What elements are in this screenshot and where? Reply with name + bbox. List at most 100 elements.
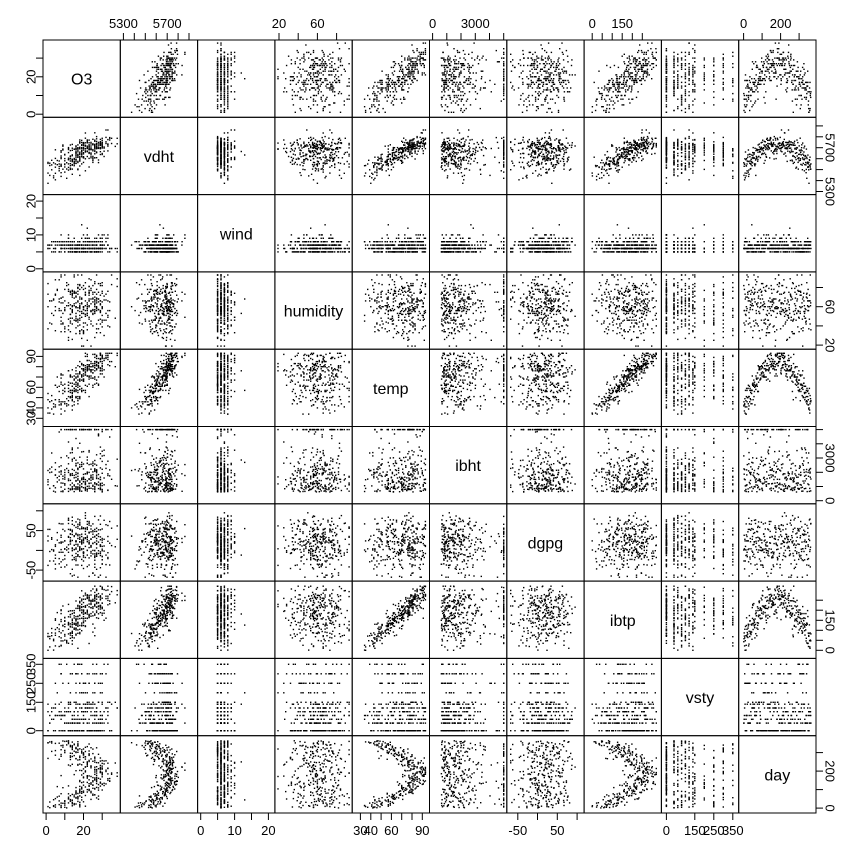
data-point-vdht-vs-o3 [81, 152, 83, 154]
data-point-o3-vs-ibht [444, 61, 446, 63]
data-point-vdht-vs-ibht [449, 152, 451, 155]
data-point-o3-vs-vdht [158, 87, 160, 89]
data-point-o3-vs-vsty [677, 53, 679, 55]
data-point-o3-vs-ibht [477, 63, 480, 65]
data-point-vdht-vs-ibht [471, 138, 473, 141]
data-point-vdht-vs-dgpg [536, 139, 539, 141]
data-point-vdht-vs-temp [381, 168, 383, 171]
data-point-vdht-vs-humidity [331, 165, 333, 167]
data-point-o3-vs-ibht [468, 79, 470, 82]
data-point-o3-vs-ibtp [627, 70, 629, 72]
data-point-o3-vs-day [806, 92, 808, 95]
data-point-vdht-vs-wind [233, 140, 236, 142]
data-point-o3-vs-dgpg [552, 87, 555, 89]
data-point-o3-vs-ibtp [603, 109, 605, 112]
data-point-vdht-vs-o3 [81, 153, 83, 156]
data-point-o3-vs-ibht [457, 94, 460, 97]
data-point-vdht-vs-dgpg [512, 162, 514, 164]
data-point-o3-vs-humidity [329, 74, 331, 76]
data-point-o3-vs-ibht [465, 79, 467, 82]
data-point-vdht-vs-temp [396, 159, 399, 161]
data-point-vdht-vs-humidity [341, 157, 344, 159]
data-point-o3-vs-vsty [692, 111, 694, 113]
data-point-vdht-vs-humidity [320, 142, 322, 144]
data-point-vdht-vs-dgpg [547, 150, 550, 152]
data-point-vdht-vs-dgpg [531, 163, 534, 166]
data-point-vdht-vs-dgpg [526, 162, 528, 165]
data-point-o3-vs-day [759, 76, 762, 78]
data-point-vdht-vs-dgpg [518, 179, 520, 181]
data-point-vdht-vs-wind [233, 145, 236, 147]
data-point-vdht-vs-o3 [81, 150, 83, 152]
data-point-vdht-vs-humidity [319, 157, 321, 159]
data-point-o3-vs-wind [227, 63, 229, 65]
data-point-o3-vs-vsty [677, 74, 679, 76]
data-point-o3-vs-vsty [722, 72, 724, 74]
data-point-o3-vs-day [797, 70, 799, 72]
data-point-o3-vs-humidity [302, 68, 304, 70]
data-point-o3-vs-wind [227, 68, 229, 70]
data-point-o3-vs-humidity [348, 63, 350, 65]
data-point-o3-vs-humidity [310, 53, 312, 55]
data-point-o3-vs-vdht [166, 91, 168, 93]
data-point-vdht-vs-humidity [303, 141, 305, 143]
data-point-o3-vs-humidity [303, 57, 305, 59]
data-point-o3-vs-wind [216, 70, 219, 72]
data-point-vdht-vs-ibht [464, 141, 466, 143]
data-point-o3-vs-humidity [303, 53, 305, 55]
data-point-o3-vs-dgpg [533, 66, 535, 69]
data-point-o3-vs-ibht [443, 59, 445, 61]
data-point-o3-vs-day [762, 64, 764, 67]
data-point-vdht-vs-o3 [62, 149, 64, 151]
data-point-o3-vs-ibtp [608, 81, 610, 84]
data-point-o3-vs-ibht [469, 104, 472, 106]
data-point-o3-vs-dgpg [521, 78, 524, 80]
data-point-o3-vs-humidity [310, 64, 312, 67]
data-point-o3-vs-humidity [312, 51, 315, 54]
data-point-vdht-vs-temp [401, 140, 403, 142]
data-point-o3-vs-humidity [316, 87, 319, 89]
data-point-vdht-vs-humidity [312, 165, 315, 168]
data-point-vdht-vs-ibht [456, 139, 459, 141]
data-point-o3-vs-temp [376, 96, 378, 99]
data-point-vdht-vs-o3 [81, 139, 83, 142]
data-point-o3-vs-ibht [440, 57, 443, 59]
data-point-o3-vs-ibtp [627, 72, 630, 74]
data-point-vdht-vs-dgpg [539, 152, 541, 154]
data-point-vdht-vs-humidity [346, 160, 348, 163]
data-point-o3-vs-ibtp [608, 79, 610, 82]
data-point-o3-vs-vsty [665, 89, 668, 91]
data-point-vdht-vs-dgpg [533, 142, 536, 144]
data-point-vdht-vs-wind [223, 152, 226, 155]
data-point-o3-vs-day [783, 64, 786, 67]
data-point-o3-vs-vdht [170, 59, 173, 61]
data-point-o3-vs-vsty [680, 68, 683, 70]
data-point-o3-vs-temp [421, 57, 423, 59]
data-point-o3-vs-humidity [318, 89, 320, 91]
data-point-o3-vs-temp [376, 109, 378, 112]
data-point-o3-vs-ibht [495, 49, 497, 52]
data-point-vdht-vs-dgpg [536, 144, 539, 146]
data-point-o3-vs-day [793, 79, 795, 82]
data-point-vdht-vs-humidity [323, 150, 325, 152]
data-point-vdht-vs-humidity [319, 152, 321, 154]
data-point-o3-vs-dgpg [565, 49, 568, 52]
data-point-o3-vs-ibht [445, 74, 447, 76]
data-point-vdht-vs-temp [408, 150, 410, 153]
data-point-o3-vs-vdht [150, 89, 152, 91]
data-point-vdht-vs-o3 [82, 152, 85, 154]
data-point-vdht-vs-ibht [446, 141, 449, 143]
data-point-o3-vs-wind [220, 61, 222, 63]
data-point-vdht-vs-temp [410, 146, 412, 148]
data-point-vdht-vs-humidity [302, 152, 304, 154]
data-point-o3-vs-day [802, 79, 804, 82]
data-point-vdht-vs-o3 [101, 137, 103, 139]
data-point-o3-vs-temp [389, 78, 391, 80]
data-point-o3-vs-humidity [285, 91, 288, 93]
data-point-o3-vs-vsty [684, 92, 687, 95]
data-point-o3-vs-humidity [321, 61, 323, 63]
data-point-o3-vs-vsty [673, 81, 675, 84]
data-point-o3-vs-ibtp [597, 87, 600, 89]
data-point-vdht-vs-dgpg [557, 158, 560, 160]
